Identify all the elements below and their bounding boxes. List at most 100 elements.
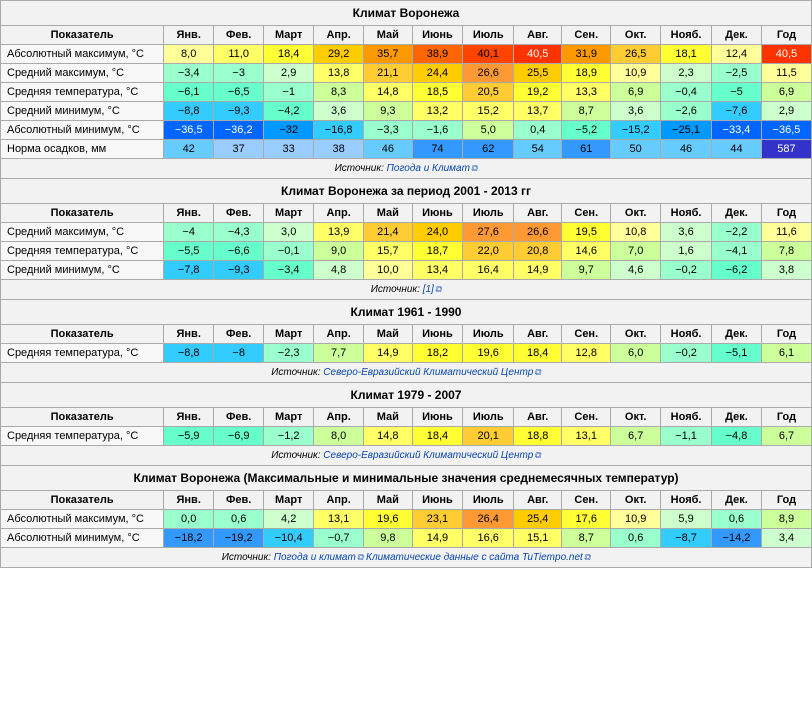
month-cell: −10,4 xyxy=(264,529,314,548)
month-cell: −18,2 xyxy=(164,529,214,548)
year-cell: 3,4 xyxy=(761,529,811,548)
source-prefix: Источник: xyxy=(335,163,387,174)
month-cell: 13,7 xyxy=(514,102,562,121)
source-link[interactable]: Северо-Евразийский Климатический Центр xyxy=(323,367,533,378)
month-cell: 3,6 xyxy=(661,223,712,242)
header-month: Июнь xyxy=(412,325,463,344)
month-cell: 54 xyxy=(514,140,562,159)
header-month: Авг. xyxy=(514,26,562,45)
header-month: Янв. xyxy=(164,491,214,510)
header-month: Июнь xyxy=(412,408,463,427)
month-cell: −2,3 xyxy=(264,344,314,363)
month-cell: −4,8 xyxy=(711,427,761,446)
header-indicator: Показатель xyxy=(1,325,164,344)
indicator-label: Абсолютный максимум, °C xyxy=(1,510,164,529)
month-cell: 24,4 xyxy=(412,64,463,83)
month-cell: 62 xyxy=(463,140,514,159)
source-link[interactable]: [1] xyxy=(423,284,434,295)
block-title: Климат 1961 - 1990 xyxy=(1,300,812,325)
source-link[interactable]: Погода и Климат xyxy=(387,163,470,174)
header-year: Год xyxy=(761,408,811,427)
month-cell: 3,6 xyxy=(611,102,661,121)
data-row: Средний максимум, °C−4−4,33,013,921,424,… xyxy=(1,223,812,242)
month-cell: 13,9 xyxy=(314,223,364,242)
block-title: Климат Воронежа за период 2001 - 2013 гг xyxy=(1,179,812,204)
header-month: Март xyxy=(264,491,314,510)
header-month: Дек. xyxy=(711,325,761,344)
header-month: Дек. xyxy=(711,408,761,427)
month-cell: 15,1 xyxy=(514,529,562,548)
month-cell: 9,0 xyxy=(314,242,364,261)
month-cell: 18,4 xyxy=(264,45,314,64)
indicator-label: Средний максимум, °C xyxy=(1,223,164,242)
month-cell: −9,3 xyxy=(214,102,264,121)
header-month: Апр. xyxy=(314,325,364,344)
month-cell: 26,6 xyxy=(463,64,514,83)
month-cell: 18,4 xyxy=(514,344,562,363)
month-cell: 9,8 xyxy=(364,529,412,548)
month-cell: −33,4 xyxy=(711,121,761,140)
month-cell: −4,3 xyxy=(214,223,264,242)
month-cell: −19,2 xyxy=(214,529,264,548)
year-cell: −36,5 xyxy=(761,121,811,140)
block-title-row: Климат Воронежа (Максимальные и минималь… xyxy=(1,466,812,491)
data-row: Средний минимум, °C−8,8−9,3−4,23,69,313,… xyxy=(1,102,812,121)
month-cell: 4,6 xyxy=(611,261,661,280)
header-month: Янв. xyxy=(164,408,214,427)
month-cell: −15,2 xyxy=(611,121,661,140)
data-row: Средняя температура, °C−5,9−6,9−1,28,014… xyxy=(1,427,812,446)
month-cell: 20,5 xyxy=(463,83,514,102)
header-row: ПоказательЯнв.Фев.МартАпр.МайИюньИюльАвг… xyxy=(1,325,812,344)
month-cell: 19,2 xyxy=(514,83,562,102)
block-title-row: Климат Воронежа xyxy=(1,1,812,26)
header-month: Окт. xyxy=(611,408,661,427)
header-month: Июль xyxy=(463,408,514,427)
data-row: Средний минимум, °C−7,8−9,3−3,44,810,013… xyxy=(1,261,812,280)
source-prefix: Источник: xyxy=(271,450,323,461)
header-month: Авг. xyxy=(514,204,562,223)
source-cell: Источник: Северо-Евразийский Климатическ… xyxy=(1,446,812,466)
month-cell: 40,5 xyxy=(514,45,562,64)
month-cell: −3,3 xyxy=(364,121,412,140)
month-cell: 2,3 xyxy=(661,64,712,83)
header-row: ПоказательЯнв.Фев.МартАпр.МайИюньИюльАвг… xyxy=(1,204,812,223)
year-cell: 6,9 xyxy=(761,83,811,102)
month-cell: 46 xyxy=(661,140,712,159)
source-prefix: Источник: xyxy=(371,284,423,295)
month-cell: −3 xyxy=(214,64,264,83)
month-cell: 4,2 xyxy=(264,510,314,529)
month-cell: 7,7 xyxy=(314,344,364,363)
month-cell: −3,4 xyxy=(264,261,314,280)
header-month: Июль xyxy=(463,325,514,344)
month-cell: 6,0 xyxy=(611,344,661,363)
month-cell: −2,5 xyxy=(711,64,761,83)
header-month: Сен. xyxy=(562,325,611,344)
header-month: Окт. xyxy=(611,204,661,223)
header-month: Авг. xyxy=(514,408,562,427)
data-row: Абсолютный максимум, °C8,011,018,429,235… xyxy=(1,45,812,64)
header-month: Июль xyxy=(463,491,514,510)
year-cell: 40,5 xyxy=(761,45,811,64)
month-cell: 18,2 xyxy=(412,344,463,363)
month-cell: 10,0 xyxy=(364,261,412,280)
month-cell: −8,8 xyxy=(164,344,214,363)
month-cell: 18,9 xyxy=(562,64,611,83)
month-cell: 15,7 xyxy=(364,242,412,261)
month-cell: −7,8 xyxy=(164,261,214,280)
source-link[interactable]: Погода и климат xyxy=(274,552,356,563)
block-title-row: Климат 1979 - 2007 xyxy=(1,383,812,408)
indicator-label: Средний максимум, °C xyxy=(1,64,164,83)
month-cell: −4,1 xyxy=(711,242,761,261)
month-cell: −6,6 xyxy=(214,242,264,261)
source-link[interactable]: Северо-Евразийский Климатический Центр xyxy=(323,450,533,461)
month-cell: −36,5 xyxy=(164,121,214,140)
month-cell: 18,5 xyxy=(412,83,463,102)
block-title: Климат Воронежа xyxy=(1,1,812,26)
month-cell: 13,8 xyxy=(314,64,364,83)
header-month: Апр. xyxy=(314,204,364,223)
month-cell: 6,7 xyxy=(611,427,661,446)
source-cell: Источник: Погода и климат⧉ Климатические… xyxy=(1,548,812,568)
month-cell: 40,1 xyxy=(463,45,514,64)
source-link[interactable]: Климатические данные с сайта TuTiempo.ne… xyxy=(366,552,583,563)
header-row: ПоказательЯнв.Фев.МартАпр.МайИюньИюльАвг… xyxy=(1,26,812,45)
